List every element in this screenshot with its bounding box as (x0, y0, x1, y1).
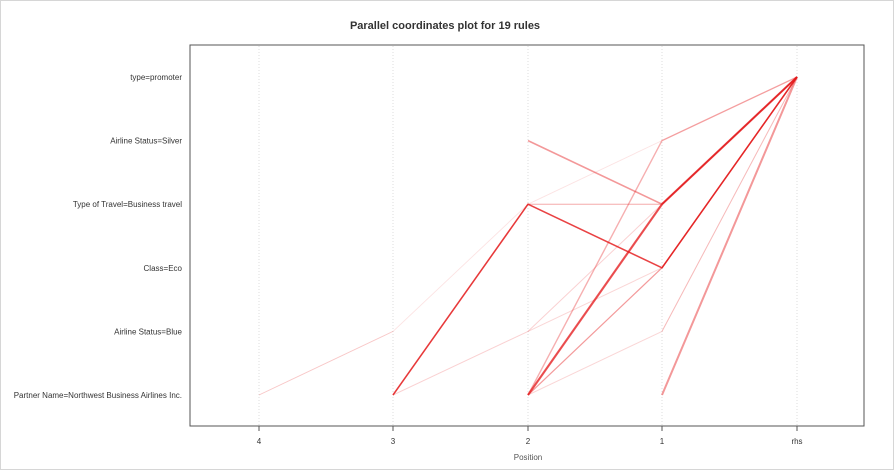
y-tick-label: Airline Status=Blue (114, 327, 182, 336)
x-tick-label: rhs (791, 437, 802, 446)
rule-line-4 (661, 76, 798, 396)
rule-line-16 (527, 76, 798, 396)
rule-line-15 (527, 76, 798, 332)
rule-line-17 (661, 76, 798, 205)
y-tick-label: Partner Name=Northwest Business Airlines… (14, 391, 182, 400)
grid-lines (258, 46, 798, 425)
rule-line-5 (527, 76, 798, 396)
y-tick-label: Type of Travel=Business travel (73, 200, 182, 209)
rule-line-6 (527, 76, 798, 396)
rule-line-3 (527, 76, 798, 205)
plot-area (189, 44, 865, 427)
y-tick-label: Airline Status=Silver (110, 137, 182, 146)
rule-line-12 (661, 76, 798, 332)
rule-line-8 (527, 76, 798, 396)
rule-line-11 (527, 76, 798, 396)
rule-line-1 (392, 76, 798, 396)
x-tick-label: 2 (526, 437, 531, 446)
rule-line-14 (258, 330, 394, 396)
x-tick-label: 1 (660, 437, 665, 446)
rule-line-10 (392, 76, 798, 396)
rule-line-13 (258, 76, 798, 396)
x-axis: 4 3 2 1 rhs (257, 426, 803, 446)
rule-line-18 (392, 76, 798, 396)
x-tick-label: 4 (257, 437, 262, 446)
y-tick-label: type=promoter (130, 73, 182, 82)
x-tick-label: 3 (391, 437, 396, 446)
rule-line-9 (392, 76, 798, 396)
x-axis-label: Position (514, 453, 542, 462)
rule-line-2 (527, 76, 798, 396)
rule-line-19 (528, 76, 798, 205)
y-tick-label: Class=Eco (144, 264, 183, 273)
y-axis: Partner Name=Northwest Business Airlines… (14, 73, 183, 400)
chart-title: Parallel coordinates plot for 19 rules (350, 20, 540, 32)
rule-lines (258, 76, 798, 396)
rule-line-7 (661, 76, 798, 269)
